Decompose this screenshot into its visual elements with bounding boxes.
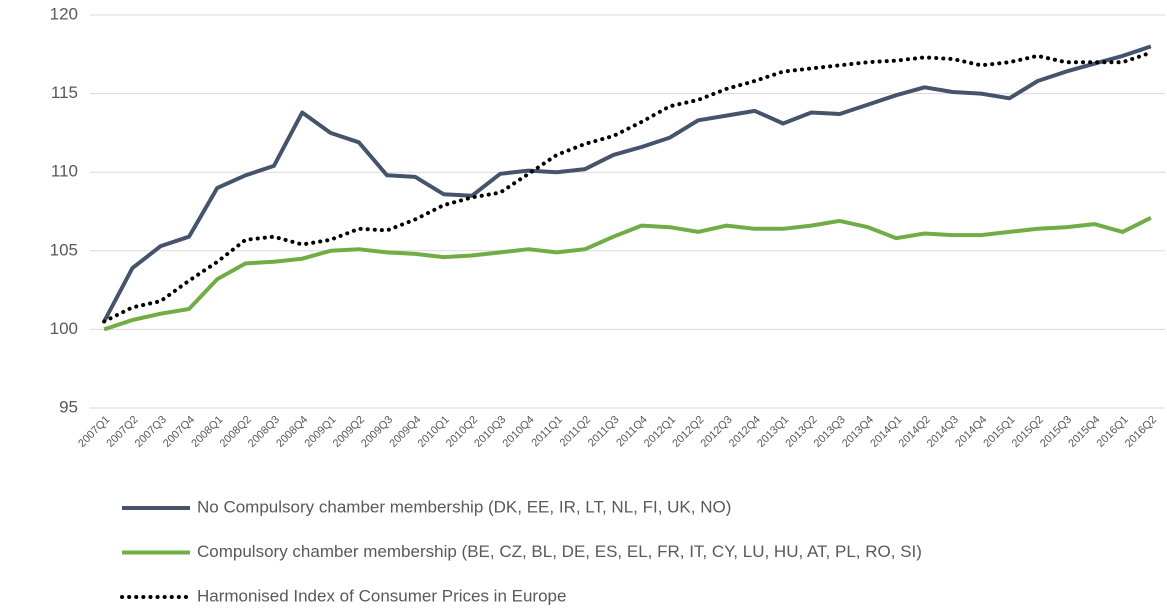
legend-label: No Compulsory chamber membership (DK, EE… [197,497,731,516]
y-tick-label: 110 [51,162,78,181]
series-line [102,44,1152,323]
series-line [103,216,1152,332]
legend-label: Compulsory chamber membership (BE, CZ, B… [197,542,922,561]
x-tick-label: 2016Q2 [1123,414,1159,450]
series-line [102,50,1153,324]
y-tick-label: 100 [50,319,78,338]
x-tick-label: 2010Q4 [500,414,536,450]
y-tick-label: 105 [50,240,78,259]
y-tick-label: 95 [59,397,78,416]
y-tick-label: 115 [51,83,78,102]
y-tick-label: 120 [50,4,78,23]
legend-label: Harmonised Index of Consumer Prices in E… [197,586,566,605]
